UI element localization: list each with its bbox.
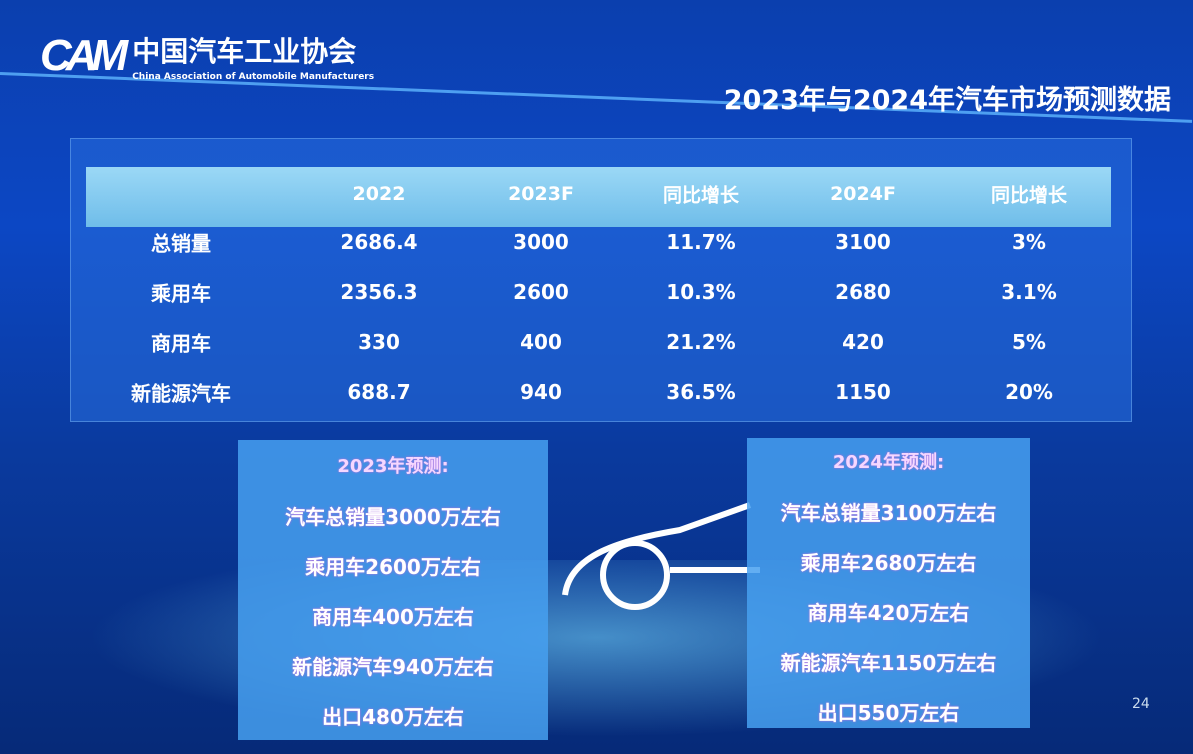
column-header: 2024F [830, 183, 896, 205]
logo: CAM 中国汽车工业协会 China Association of Automo… [40, 30, 374, 82]
table-cell: 20% [1005, 380, 1053, 404]
forecast-2023-item: 出口480万左右 [322, 705, 464, 729]
forecast-table: 2022 2023F 同比增长 2024F 同比增长总销量 2686.4 3000 11.7%… [70, 138, 1132, 422]
logo-mark: CAM [40, 31, 128, 80]
table-cell: 2680 [835, 280, 891, 304]
column-header: 同比增长 [990, 184, 1068, 207]
forecast-2024-box: 2024年预测: 汽车总销量3100万左右 乘用车2680万左右 商用车420万… [747, 438, 1030, 728]
column-header: 2022 [352, 183, 406, 205]
forecast-2024-item: 汽车总销量3100万左右 [780, 501, 997, 525]
table-cell: 5% [1012, 330, 1046, 354]
forecast-2023-item: 新能源汽车940万左右 [292, 655, 494, 679]
table-cell: 21.2% [666, 330, 736, 354]
logo-name-en: China Association of Automobile Manufact… [132, 72, 375, 82]
logo-name-cn: 中国汽车工业协会 [132, 35, 357, 68]
page-number: 24 [1132, 696, 1150, 712]
forecast-2024-title: 2024年预测: [832, 452, 945, 473]
row-label: 新能源汽车 [131, 381, 231, 406]
row-label: 乘用车 [151, 281, 211, 306]
table-cell: 10.3% [666, 280, 736, 304]
table-cell: 420 [842, 330, 884, 354]
table-header-band [86, 167, 1111, 227]
table-cell: 688.7 [347, 380, 411, 404]
table-cell: 1150 [835, 380, 891, 404]
table-cell: 11.7% [666, 230, 736, 254]
forecast-2023-item: 汽车总销量3000万左右 [285, 505, 501, 529]
table-cell: 3100 [835, 230, 891, 254]
table-cell: 330 [358, 330, 400, 354]
forecast-2024-item: 乘用车2680万左右 [800, 551, 977, 575]
table-cell: 2686.4 [340, 230, 418, 254]
table-cell: 3% [1012, 230, 1046, 254]
table-cell: 36.5% [666, 380, 736, 404]
forecast-2023-box: 2023年预测: 汽车总销量3000万左右 乘用车2600万左右 商用车400万… [238, 440, 548, 740]
column-header: 2023F [508, 183, 574, 205]
table-cell: 400 [520, 330, 562, 354]
table-cell: 2356.3 [340, 280, 418, 304]
row-label: 总销量 [151, 231, 211, 256]
column-header: 同比增长 [662, 184, 740, 207]
table-cell: 3000 [513, 230, 569, 254]
table-cell: 940 [520, 380, 562, 404]
forecast-2023-title: 2023年预测: [337, 456, 449, 477]
slide-title: 2023年与2024年汽车市场预测数据 [723, 85, 1171, 116]
table-cell: 2600 [513, 280, 569, 304]
table-cell: 3.1% [1001, 280, 1057, 304]
forecast-2023-item: 商用车400万左右 [312, 605, 474, 629]
row-label: 商用车 [151, 331, 211, 356]
forecast-2024-item: 商用车420万左右 [807, 601, 970, 625]
forecast-2023-item: 乘用车2600万左右 [305, 555, 481, 579]
car-outline-icon [562, 502, 760, 610]
forecast-2024-item: 新能源汽车1150万左右 [780, 651, 997, 675]
forecast-2024-item: 出口550万左右 [817, 701, 960, 725]
